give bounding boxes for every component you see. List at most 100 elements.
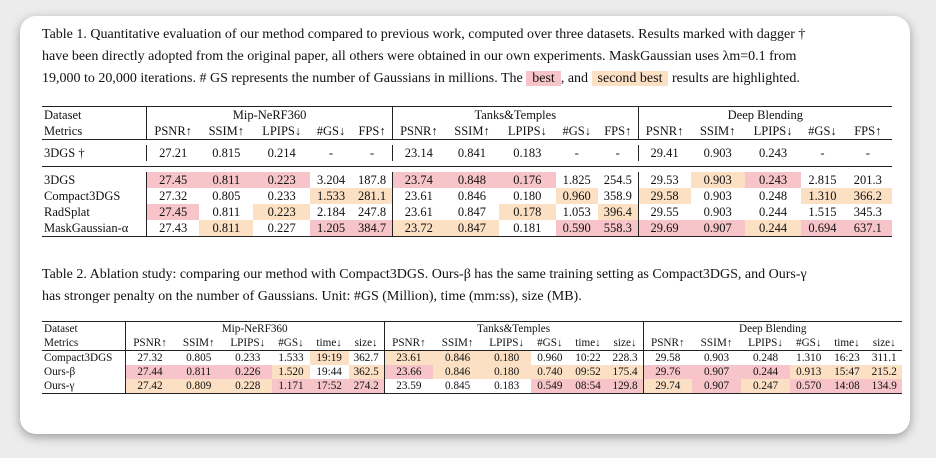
table1-caption-line2: have been directly adopted from the orig…: [42, 49, 797, 64]
table-cell: 0.243: [759, 146, 788, 160]
dataset-header: Deep Blending: [637, 106, 892, 123]
table-cell: -: [865, 146, 870, 160]
table-cell: 0.233: [223, 350, 273, 365]
table-cell: 27.32: [146, 188, 200, 204]
table-cell: 1.533: [272, 350, 310, 365]
table-cell: 281.1: [352, 188, 393, 204]
metric-header: SSIM↑: [454, 124, 490, 138]
table-cell: 0.740: [531, 365, 569, 379]
table-cell: 15:47: [827, 365, 867, 379]
table-cell: 1.515: [808, 205, 837, 219]
table-cell: 0.907: [690, 220, 745, 237]
metric-header: PSNR↑: [391, 123, 445, 140]
table-cell: 0.805: [174, 350, 224, 365]
table-cell: 0.846: [433, 365, 483, 379]
metric-header: PSNR↑: [637, 123, 691, 140]
table-cell: 29.74: [642, 379, 693, 394]
table-row: 3DGS † 27.21 0.815 0.214 - - 23.14 0.841 0.183 - -…: [42, 145, 892, 161]
metric-header: #GS↓: [316, 124, 346, 138]
table-cell: 134.9: [866, 379, 902, 394]
table-cell: 1.205: [309, 220, 353, 237]
table-cell: 2.184: [316, 205, 346, 219]
metric-header: #GS↓: [537, 337, 563, 349]
table-cell: 09:52: [568, 365, 608, 379]
table-cell: 0.811: [199, 220, 254, 237]
metric-header: LPIPS↓: [748, 337, 783, 349]
table-cell: 0.244: [759, 205, 788, 219]
table-cell: 2.815: [808, 173, 837, 187]
table-cell: 0.181: [499, 220, 556, 237]
table-row: 3DGS 27.45 0.811 0.223 3.204 187.8 23.74 0.848 0…: [42, 172, 892, 188]
table-cell: -: [820, 146, 825, 160]
metric-header: time↓: [316, 337, 342, 349]
best-legend-swatch: best: [526, 71, 561, 86]
table-cell: 0.180: [513, 189, 542, 203]
table-cell: 0.227: [253, 220, 310, 237]
table2-caption: Table 2. Ablation study: comparing our m…: [42, 264, 892, 308]
table-cell: 0.180: [482, 365, 532, 379]
row-label-dataset: Dataset: [42, 106, 147, 123]
table-cell: 0.226: [223, 365, 273, 379]
row-label-dataset: Dataset: [42, 321, 126, 336]
table-cell: 0.590: [555, 220, 598, 237]
table-cell: 637.1: [843, 220, 892, 237]
metric-header: LPIPS↓: [753, 124, 793, 138]
table-cell: 23.61: [391, 188, 445, 204]
table-cell: 0.223: [253, 172, 310, 188]
table-cell: 29.69: [637, 220, 691, 237]
table-cell: 0.248: [759, 189, 788, 203]
table-cell: 23.59: [383, 379, 434, 394]
table-cell: 27.45: [146, 204, 200, 220]
metric-header: size↓: [354, 337, 378, 349]
table-cell: 201.3: [853, 173, 882, 187]
table1-header-dataset-row: Dataset Mip-NeRF360 Tanks&Temples Deep B…: [42, 106, 892, 123]
table-cell: 29.76: [642, 365, 693, 379]
table-cell: 0.183: [482, 379, 532, 394]
table-cell: 27.32: [124, 350, 175, 365]
table-cell: 29.53: [637, 172, 691, 188]
table2-caption-line2: has stronger penalty on the number of Ga…: [42, 289, 582, 304]
metric-header: PSNR↑: [146, 123, 200, 140]
table2-header-dataset-row: Dataset Mip-NeRF360 Tanks&Temples Deep B…: [42, 321, 902, 336]
table-cell: 0.176: [499, 172, 556, 188]
table-cell: 1.825: [562, 173, 591, 187]
method-name: MaskGaussian-α: [42, 220, 147, 237]
table-cell: 0.903: [703, 205, 732, 219]
table-cell: 0.809: [174, 379, 224, 394]
table-cell: 247.8: [357, 205, 387, 219]
table-cell: 0.845: [433, 379, 483, 394]
table-cell: 1.533: [309, 188, 353, 204]
table-cell: 0.694: [801, 220, 844, 237]
caption-text: , and: [560, 71, 589, 86]
table-cell: 0.811: [174, 365, 224, 379]
metric-header: size↓: [613, 337, 637, 349]
table-cell: 228.3: [607, 350, 643, 365]
table-cell: 0.805: [212, 189, 241, 203]
table-cell: 08:54: [568, 379, 608, 394]
table-cell: 23.72: [391, 220, 445, 237]
table-cell: -: [328, 146, 334, 160]
metric-header: PSNR↑: [124, 336, 175, 351]
table-cell: 0.847: [444, 220, 500, 237]
table1-header-metrics-row: Metrics PSNR↑ SSIM↑ LPIPS↓ #GS↓ FPS↑ PSNR↑ SSI…: [42, 123, 892, 140]
method-name: Compact3DGS: [44, 189, 121, 203]
table-cell: 10:22: [568, 350, 608, 365]
table-cell: 0.847: [457, 205, 487, 219]
caption-text: 19,000 to 20,000 iterations. # GS repres…: [42, 71, 523, 86]
table1-caption: Table 1. Quantitative evaluation of our …: [42, 24, 892, 90]
table-cell: 215.2: [866, 365, 902, 379]
table-cell: 0.913: [790, 365, 828, 379]
table-cell: 187.8: [357, 173, 387, 187]
table-cell: 0.247: [740, 379, 791, 394]
table-cell: 23.66: [383, 365, 434, 379]
caption-text: results are highlighted.: [671, 71, 800, 86]
table-cell: 0.903: [703, 146, 732, 160]
table-cell: 0.811: [212, 205, 241, 219]
table-row: MaskGaussian-α 27.43 0.811 0.227 1.205 384.7 2…: [42, 220, 892, 237]
metric-header: FPS↑: [604, 124, 632, 138]
table-cell: 358.9: [603, 189, 632, 203]
table-cell: 362.7: [348, 350, 385, 365]
table-cell: 0.243: [744, 172, 802, 188]
table2: Dataset Mip-NeRF360 Tanks&Temples Deep B…: [42, 321, 902, 394]
table-cell: 384.7: [352, 220, 393, 237]
